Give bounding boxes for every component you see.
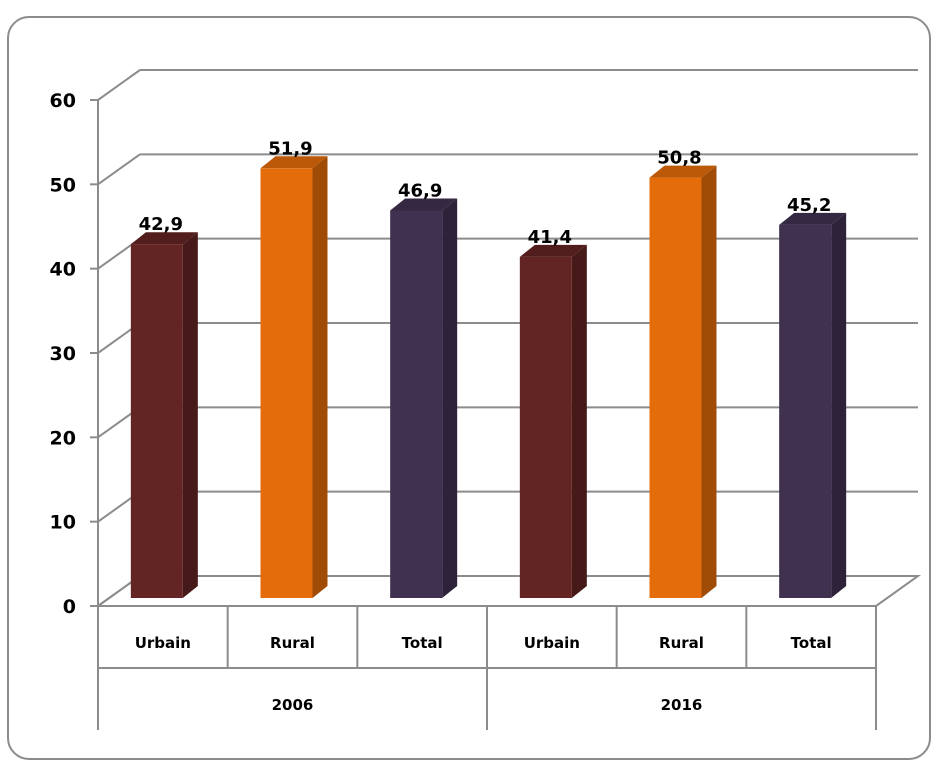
bar-2016-urbain [519, 244, 587, 599]
category-label: Rural [659, 634, 704, 652]
bar-2006-urbain [130, 232, 198, 598]
bar-side [701, 165, 717, 598]
bar-top [390, 198, 458, 211]
y-tick-label: 40 [50, 259, 76, 281]
bar-front [519, 256, 572, 598]
bar-top [519, 244, 587, 257]
y-tick-label: 30 [50, 343, 76, 365]
y-tick-label: 10 [50, 512, 76, 534]
bar-side [831, 212, 847, 598]
bar-top [649, 165, 717, 178]
gridline-diagonal [97, 69, 141, 101]
bar-front [779, 224, 832, 598]
bar-side [312, 156, 328, 598]
category-label: Urbain [524, 634, 580, 652]
data-label: 51,9 [268, 138, 312, 159]
data-label: 42,9 [139, 214, 183, 235]
bar-side [182, 232, 198, 598]
y-tick-label: 60 [50, 90, 76, 112]
axes [90, 99, 877, 730]
bars [130, 156, 847, 599]
bar-2006-rural [260, 156, 328, 598]
category-label: Total [791, 634, 832, 652]
y-tick-label: 0 [63, 596, 76, 618]
group-label: 2016 [661, 696, 703, 714]
bar-front [130, 244, 183, 598]
bar-2016-total [779, 212, 847, 598]
category-label: Total [402, 634, 443, 652]
bar-front [260, 168, 313, 598]
bar-2016-rural [649, 165, 717, 598]
bar-top [130, 232, 198, 245]
data-label: 41,4 [528, 227, 572, 248]
data-label: 45,2 [787, 195, 831, 216]
y-tick-label: 20 [50, 427, 76, 449]
bar-side [442, 198, 458, 598]
data-label: 50,8 [657, 148, 701, 169]
gridline-diagonal [97, 153, 141, 186]
bar-2006-total [390, 198, 458, 598]
bar-top [260, 156, 328, 169]
bar-front [649, 177, 702, 598]
group-label: 2006 [272, 696, 314, 714]
labels: 0 10 20 30 40 50 60 Urbain 42,9 Rural 51,9 Total 46,… [50, 90, 832, 714]
category-label: Rural [270, 634, 315, 652]
bar-side [571, 244, 587, 599]
data-label: 46,9 [398, 180, 442, 201]
bar-front [390, 210, 443, 598]
category-label: Urbain [135, 634, 191, 652]
y-tick-label: 50 [50, 174, 76, 196]
bar-top [779, 212, 847, 225]
